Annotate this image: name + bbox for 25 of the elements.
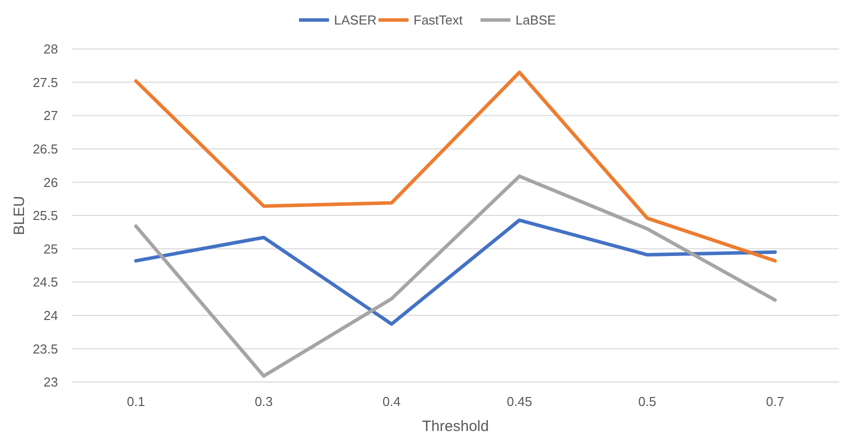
x-axis-title: Threshold — [422, 418, 489, 435]
x-tick-label: 0.1 — [126, 394, 145, 409]
x-tick-label: 0.4 — [382, 394, 401, 409]
y-tick-label: 24 — [44, 308, 58, 323]
y-tick-label: 23.5 — [32, 341, 58, 356]
y-tick-label: 27 — [44, 108, 58, 124]
x-tick-label: 0.3 — [254, 394, 273, 409]
line-series — [134, 218, 777, 326]
y-tick-label: 28 — [44, 42, 58, 57]
y-tick-label: 24.5 — [32, 274, 58, 290]
y-tick-label: 23 — [44, 374, 58, 390]
y-axis-title: BLEU — [11, 196, 28, 236]
y-tick-label: 27.5 — [32, 74, 58, 90]
line-series — [134, 174, 777, 378]
legend-label: FastText — [414, 12, 464, 28]
x-tick-label: 0.5 — [638, 394, 656, 409]
y-tick-label: 25.5 — [32, 208, 58, 224]
legend-label: LaBSE — [516, 12, 556, 28]
legend-label: LASER — [334, 12, 377, 28]
line-series — [134, 70, 777, 263]
x-tick-label: 0.7 — [766, 394, 784, 409]
y-tick-label: 26.5 — [32, 141, 58, 156]
y-tick-label: 25 — [44, 241, 58, 256]
y-tick-label: 26 — [44, 174, 58, 190]
x-tick-label: 0.45 — [506, 394, 532, 409]
